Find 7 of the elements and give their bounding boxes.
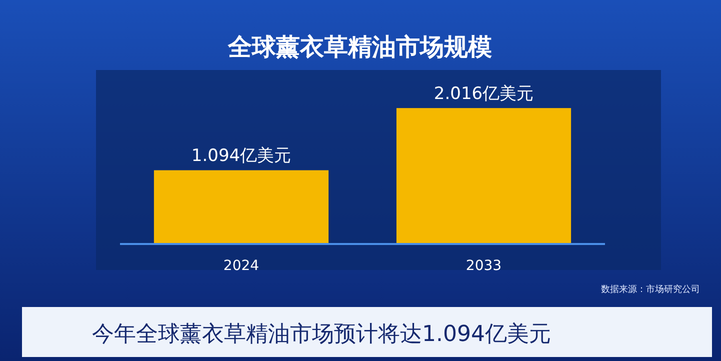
x-tick-label: 2033 xyxy=(466,258,502,274)
chart-title: 全球薰衣草精油市场规模 xyxy=(227,33,492,61)
source-note: 数据来源：市场研究公司 xyxy=(601,284,700,295)
text: 今年全球薰衣草精油市场预计将达1.094亿美元 xyxy=(92,322,551,347)
data-label: 2.016亿美元 xyxy=(434,84,534,104)
x-tick-label: 2024 xyxy=(223,258,260,274)
data-label: 1.094亿美元 xyxy=(191,146,292,166)
